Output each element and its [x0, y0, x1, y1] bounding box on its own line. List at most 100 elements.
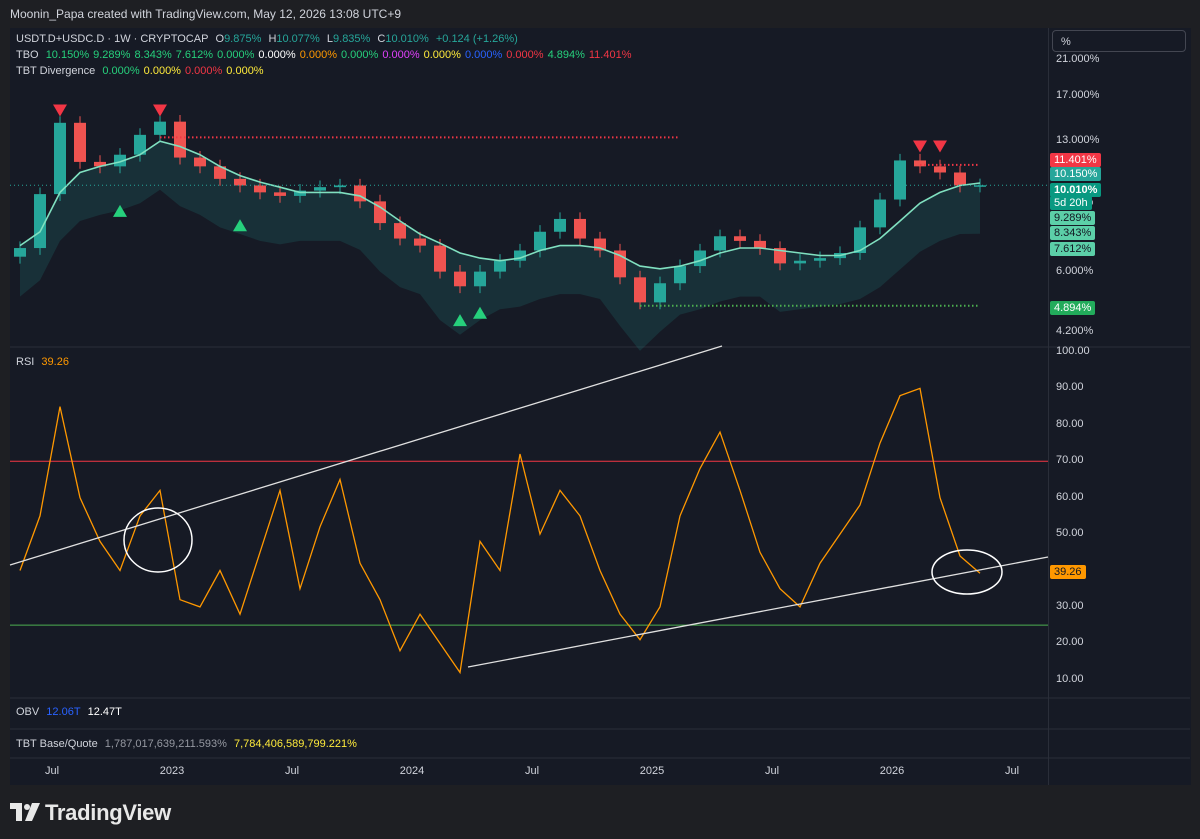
candle-body [414, 238, 426, 246]
symbol-legend[interactable]: USDT.D+USDC.D · 1W · CRYPTOCAP O9.875% H… [16, 33, 522, 45]
rsi-legend[interactable]: RSI 39.26 [16, 356, 73, 368]
buy-signal-marker [473, 306, 487, 319]
tbo-value-4: 7.612% [175, 49, 214, 61]
candle-body [294, 190, 306, 196]
tbo-legend[interactable]: TBO 10.150% 9.289% 8.343% 7.612% 0.000% 0.000… [16, 49, 635, 61]
tbo-value-9: 0.000% [382, 49, 420, 61]
candle-body [174, 121, 186, 158]
candle-body [814, 258, 826, 261]
candle-body [714, 236, 726, 251]
sell-signal-marker [913, 140, 927, 153]
candle-body [514, 250, 526, 261]
ohlc-low: L9.835% [326, 33, 371, 45]
price-tag: 10.150% [1050, 167, 1102, 181]
rsi-name: RSI [16, 356, 35, 368]
time-axis-label: 2024 [399, 765, 425, 777]
price-axis-label: 21.000% [1056, 53, 1100, 66]
ohlc-high: H10.077% [268, 33, 320, 45]
price-tag: 10.010% [1050, 183, 1102, 197]
tbo-value-2: 9.289% [93, 49, 131, 61]
divergence-value-4: 0.000% [226, 65, 264, 77]
base-quote-value-1: 1,787,017,639,211.593% [104, 738, 227, 750]
obv-name: OBV [16, 706, 40, 718]
price-tag: 9.289% [1050, 211, 1096, 225]
rsi-value-tag: 39.26 [1050, 565, 1086, 580]
sell-signal-marker [153, 104, 167, 117]
rsi-axis-label: 20.00 [1056, 636, 1084, 649]
candle-body [114, 154, 126, 167]
buy-signal-marker [113, 204, 127, 217]
candle-body [754, 240, 766, 249]
time-axis-label: Jul [1004, 765, 1020, 777]
candle-body [934, 166, 946, 173]
candle-body [914, 160, 926, 167]
tbo-value-5: 0.000% [217, 49, 255, 61]
candle-body [894, 160, 906, 200]
tbo-value-8: 0.000% [341, 49, 379, 61]
tbo-value-12: 0.000% [506, 49, 544, 61]
divergence-value-2: 0.000% [143, 65, 181, 77]
tbo-value-1: 10.150% [45, 49, 90, 61]
candle-body [674, 266, 686, 284]
sell-signal-marker [933, 140, 947, 153]
price-axis-label: 6.000% [1056, 264, 1094, 277]
obv-value-1: 12.06T [46, 706, 81, 718]
candle-body [734, 236, 746, 241]
candle-body [574, 218, 586, 239]
time-axis-label: Jul [44, 765, 60, 777]
time-axis-label: Jul [764, 765, 780, 777]
rsi-axis-label: 80.00 [1056, 417, 1084, 430]
time-axis-label: 2026 [879, 765, 905, 777]
candle-body [534, 231, 546, 251]
candle-body [314, 187, 326, 191]
time-axis-label: 2023 [159, 765, 185, 777]
rsi-line [19, 387, 981, 675]
buy-signal-marker [453, 314, 467, 327]
divergence-value-1: 0.000% [102, 65, 140, 77]
scale-mode-button[interactable]: % [1052, 30, 1186, 52]
candle-body [334, 185, 346, 188]
price-tag: 11.401% [1050, 153, 1101, 167]
candle-body [654, 283, 666, 303]
annotation-circle-left [123, 507, 193, 573]
candle-body [494, 260, 506, 272]
tbo-value-3: 8.343% [134, 49, 172, 61]
base-quote-legend[interactable]: TBT Base/Quote 1,787,017,639,211.593% 7,… [16, 738, 361, 750]
tbo-value-11: 0.000% [464, 49, 503, 61]
tradingview-logo-icon [10, 803, 40, 821]
candle-body [474, 271, 486, 287]
candle-body [774, 248, 786, 264]
rsi-axis-label: 50.00 [1056, 527, 1084, 540]
candle-body [254, 185, 266, 193]
price-axis-label: 17.000% [1056, 88, 1100, 101]
tradingview-logo-text: TradingView [45, 800, 171, 825]
candle-body [94, 161, 106, 167]
candle-body [434, 245, 446, 272]
tbo-value-7: 0.000% [299, 49, 337, 61]
tbo-name: TBO [16, 49, 39, 61]
symbol-name[interactable]: USDT.D+USDC.D · 1W · CRYPTOCAP [16, 33, 209, 45]
divergence-legend[interactable]: TBT Divergence 0.000% 0.000% 0.000% 0.000% [16, 65, 268, 77]
obv-value-2: 12.47T [87, 706, 122, 718]
candle-body [594, 238, 606, 251]
price-axis-label: 13.000% [1056, 134, 1100, 147]
candle-body [234, 178, 246, 186]
candle-body [134, 134, 146, 155]
rsi-axis-label: 90.00 [1056, 381, 1084, 394]
base-quote-name: TBT Base/Quote [16, 738, 98, 750]
trendline-lower [467, 556, 1049, 668]
tbo-line [19, 140, 981, 270]
candle-body [154, 121, 166, 135]
author-credit: Moonin_Papa created with TradingView.com… [10, 7, 402, 21]
candle-body [374, 201, 386, 224]
obv-legend[interactable]: OBV 12.06T 12.47T [16, 706, 126, 718]
tbo-value-14: 11.401% [588, 49, 632, 61]
candle-body [214, 166, 226, 179]
candle-body [14, 248, 26, 257]
candle-body [954, 172, 966, 186]
candle-body [54, 122, 66, 195]
ohlc-change: +0.124 (+1.26%) [435, 33, 518, 45]
rsi-axis-label: 10.00 [1056, 672, 1084, 685]
